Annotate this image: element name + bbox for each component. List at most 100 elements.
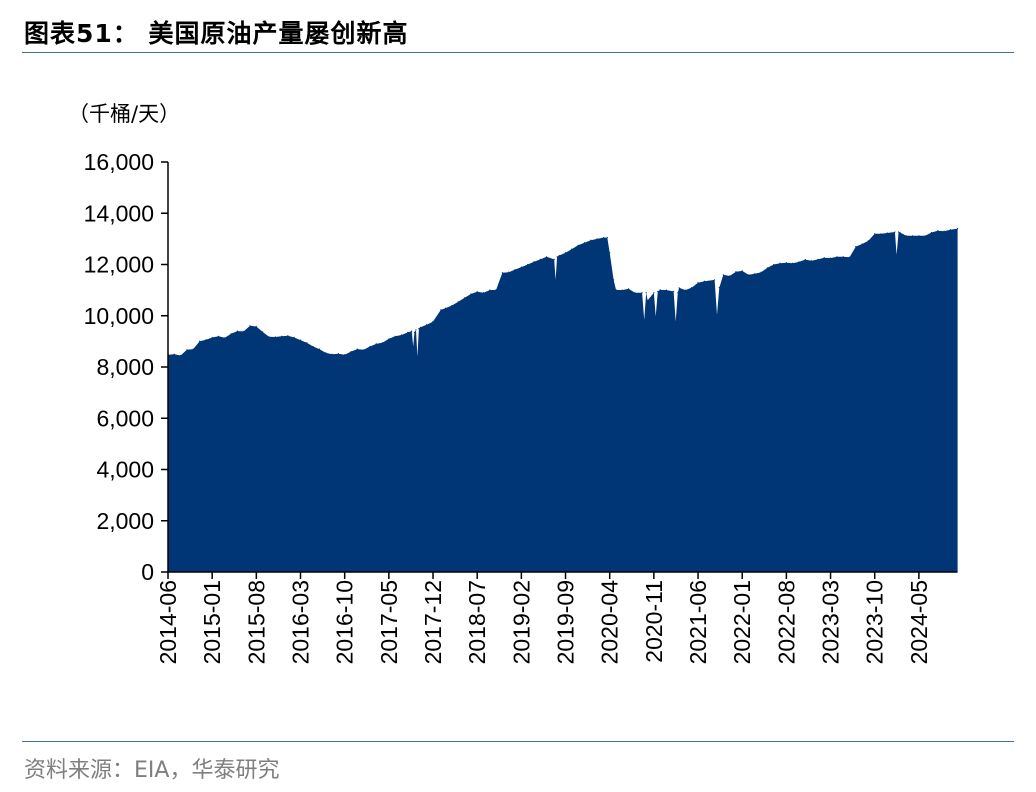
data-point xyxy=(722,274,724,276)
data-point xyxy=(675,321,677,323)
data-point xyxy=(255,325,257,328)
data-point xyxy=(205,339,207,341)
data-point xyxy=(754,273,756,275)
x-tick-label: 2014-06 xyxy=(155,580,181,664)
data-point xyxy=(375,343,377,345)
data-point xyxy=(476,291,478,293)
data-point xyxy=(236,330,238,332)
data-point xyxy=(501,272,503,274)
data-point xyxy=(451,304,453,307)
data-point xyxy=(655,315,657,318)
data-point xyxy=(861,243,863,245)
data-point xyxy=(823,257,825,259)
x-tick-label: 2018-07 xyxy=(464,580,490,664)
x-tick-label: 2019-02 xyxy=(508,580,534,664)
x-tick-label: 2023-03 xyxy=(818,580,844,664)
data-point xyxy=(937,230,939,232)
data-point xyxy=(886,232,888,234)
data-point xyxy=(602,237,605,239)
unit-label: （千桶/天） xyxy=(68,102,180,126)
data-point xyxy=(173,353,175,355)
data-point xyxy=(957,228,959,230)
x-tick-label: 2020-11 xyxy=(641,580,667,663)
data-point xyxy=(495,289,497,291)
data-point xyxy=(464,297,466,299)
data-point xyxy=(924,235,926,237)
data-point xyxy=(281,335,283,337)
data-point xyxy=(411,330,413,332)
data-point xyxy=(489,289,491,291)
data-point xyxy=(747,274,750,276)
data-point xyxy=(855,246,857,248)
data-point xyxy=(697,282,699,284)
data-point xyxy=(412,345,414,348)
data-point xyxy=(842,256,844,258)
data-point xyxy=(520,266,523,268)
source-note: 资料来源：EIA，华泰研究 xyxy=(24,758,280,783)
data-point xyxy=(331,353,333,355)
data-point xyxy=(418,328,420,330)
data-point xyxy=(714,279,716,281)
data-point xyxy=(798,261,800,263)
data-point xyxy=(729,275,731,277)
data-point xyxy=(779,262,781,264)
data-point xyxy=(416,356,418,358)
data-point xyxy=(388,338,390,340)
data-point xyxy=(514,269,516,271)
data-point xyxy=(415,329,417,331)
data-point xyxy=(243,330,245,332)
data-point xyxy=(555,279,557,281)
data-point xyxy=(684,289,687,291)
x-tick-label: 2021-06 xyxy=(685,580,711,664)
data-point xyxy=(546,256,548,258)
x-tick-label: 2022-08 xyxy=(773,580,799,664)
data-point xyxy=(457,301,459,303)
data-point xyxy=(643,319,645,321)
x-tick-label: 2016-10 xyxy=(332,580,358,664)
data-point xyxy=(539,258,541,260)
data-point xyxy=(344,354,346,356)
data-point xyxy=(609,252,611,254)
figure-title: 图表51： 美国原油产量屡创新高 xyxy=(24,19,409,48)
data-point xyxy=(230,333,232,335)
data-point xyxy=(199,340,201,342)
data-point xyxy=(470,293,472,295)
data-point xyxy=(678,287,680,289)
x-tick-label: 2019-09 xyxy=(553,580,579,664)
data-point xyxy=(558,254,560,257)
y-tick-label: 10,000 xyxy=(84,303,154,329)
data-point xyxy=(621,289,623,291)
data-point xyxy=(413,331,416,333)
data-point xyxy=(943,230,945,232)
data-point xyxy=(180,354,182,357)
data-point xyxy=(369,345,371,348)
x-tick-label: 2022-01 xyxy=(729,580,755,664)
data-point xyxy=(677,292,679,294)
data-point xyxy=(306,342,308,344)
data-point xyxy=(400,334,403,336)
x-tick-label: 2015-08 xyxy=(243,580,269,664)
data-point xyxy=(596,238,598,240)
data-point xyxy=(659,289,661,291)
data-point xyxy=(703,280,706,282)
data-point xyxy=(293,336,295,339)
data-point xyxy=(262,331,264,333)
data-point xyxy=(785,262,788,264)
x-tick-label: 2024-05 xyxy=(906,580,932,664)
data-point xyxy=(312,345,314,348)
data-point xyxy=(419,326,421,328)
data-point xyxy=(381,342,384,344)
x-tick-label: 2020-04 xyxy=(597,580,623,665)
data-point xyxy=(817,258,819,260)
data-point xyxy=(356,348,358,350)
data-point xyxy=(556,256,558,258)
data-point xyxy=(426,324,428,326)
data-point xyxy=(192,348,194,350)
data-point xyxy=(741,270,743,272)
data-point xyxy=(673,290,675,292)
production-area xyxy=(168,228,958,572)
x-tick-label: 2017-05 xyxy=(376,580,402,664)
data-point xyxy=(615,289,617,291)
y-tick-label: 0 xyxy=(141,559,154,585)
data-point xyxy=(829,257,832,259)
